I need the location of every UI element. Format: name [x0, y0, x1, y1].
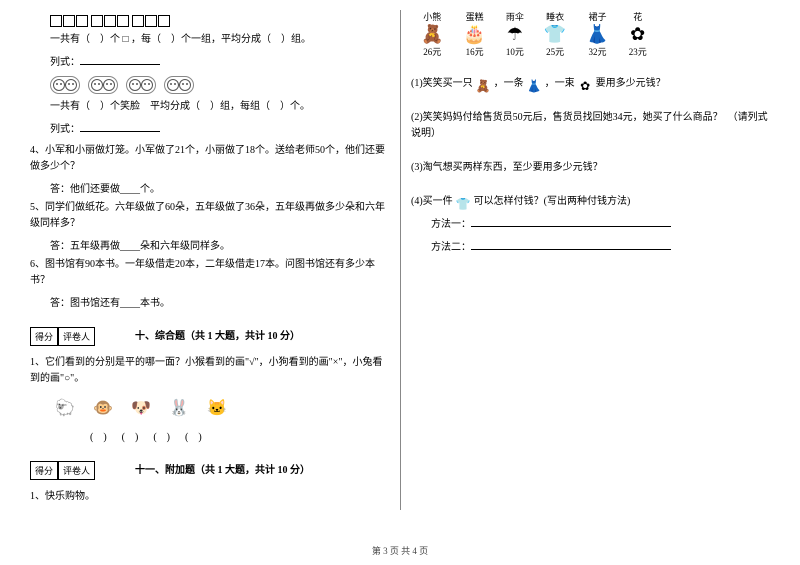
inline-bear-icon: 🧸	[475, 77, 491, 91]
q-faces-formula: 列式：	[50, 120, 370, 138]
shop-q2: (2)笑笑妈妈付给售货员50元后，售货员找回她34元，她买了什么商品？ （请列式…	[411, 110, 770, 142]
item-name: 蛋糕	[463, 10, 485, 23]
q4: 4、小军和小丽做灯笼。小军做了21个，小丽做了18个。送给老师50个，他们还要做…	[30, 143, 390, 175]
q1-b: ，一条	[494, 78, 524, 89]
reviewer-label2: 评卷人	[58, 461, 95, 480]
item-price: 23元	[629, 45, 647, 58]
animal-blanks: ( ) ( ) ( ) ( )	[90, 428, 330, 443]
inline-pajama-icon: 👕	[455, 195, 471, 209]
q-boxes-formula: 列式：	[50, 53, 370, 71]
score-label: 得分	[30, 327, 58, 346]
animal-icons: 🐑 🐵 🐶 🐰 🐱	[50, 395, 370, 420]
q1-a: (1)笑笑买一只	[411, 78, 473, 89]
item-price: 10元	[506, 45, 524, 58]
shop-items: 小熊 🧸 26元 蛋糕 🎂 16元 雨伞 ☂ 10元 睡衣 👕 25元 裙子	[421, 10, 760, 58]
method2-label: 方法二：	[431, 242, 471, 253]
cake-icon: 🎂	[463, 23, 485, 45]
monkey-icon: 🐵	[88, 395, 118, 420]
q4-answer: 答：他们还要做____个。	[50, 180, 370, 195]
shop-item-bear: 小熊 🧸 26元	[421, 10, 443, 58]
right-column: 小熊 🧸 26元 蛋糕 🎂 16元 雨伞 ☂ 10元 睡衣 👕 25元 裙子	[400, 10, 770, 510]
section-10-title: 十、综合题（共 1 大题，共计 10 分）	[135, 327, 300, 342]
face-groups	[50, 76, 370, 94]
q-boxes-text: 一共有（ ）个 □ ，每（ ）个一组，平均分成（ ）组。	[50, 32, 370, 48]
method2: 方法二：	[431, 238, 750, 256]
score-label2: 得分	[30, 461, 58, 480]
q1-c: ，一束	[545, 78, 575, 89]
item-price: 26元	[421, 45, 443, 58]
method1: 方法一：	[431, 215, 750, 233]
q5: 5、同学们做纸花。六年级做了60朵，五年级做了36朵，五年级再做多少朵和六年级同…	[30, 200, 390, 232]
blank-2: ( )	[122, 428, 139, 443]
q10-1: 1、它们看到的分别是平的哪一面？小猴看到的画"√"，小狗看到的画"×"，小兔看到…	[30, 355, 390, 387]
section-11-title: 十一、附加题（共 1 大题，共计 10 分）	[135, 461, 310, 476]
q6-answer: 答：图书馆还有____本书。	[50, 294, 370, 309]
dog-icon: 🐶	[126, 395, 156, 420]
formula-label2: 列式：	[50, 124, 80, 135]
q6: 6、图书馆有90本书。一年级借走20本，二年级借走17本。问图书馆还有多少本书？	[30, 257, 390, 289]
umbrella-icon: ☂	[506, 23, 524, 45]
blank-3: ( )	[153, 428, 170, 443]
section-10-header: 得分 评卷人 十、综合题（共 1 大题，共计 10 分）	[30, 319, 390, 350]
q4-a: (4)买一件	[411, 196, 453, 207]
shop-item-cake: 蛋糕 🎂 16元	[463, 10, 485, 58]
q-faces-text: 一共有（ ）个笑脸 平均分成（ ）组，每组（ ）个。	[50, 99, 370, 115]
q4-b: 可以怎样付钱？(写出两种付钱方法)	[474, 196, 631, 207]
item-name: 雨伞	[506, 10, 524, 23]
pajama-icon: 👕	[544, 23, 566, 45]
blank-1: ( )	[90, 428, 107, 443]
q11-1: 1、快乐购物。	[30, 489, 390, 505]
page-footer: 第 3 页 共 4 页	[0, 544, 800, 557]
shop-q4: (4)买一件 👕 可以怎样付钱？(写出两种付钱方法)	[411, 194, 770, 210]
formula-label: 列式：	[50, 57, 80, 68]
flower-icon: ✿	[629, 23, 647, 45]
shop-item-flower: 花 ✿ 23元	[629, 10, 647, 58]
q-boxes-sentence: 一共有（ ）个 □ ，每（ ）个一组，平均分成（ ）组。	[50, 34, 311, 45]
item-price: 32元	[586, 45, 608, 58]
page-container: 一共有（ ）个 □ ，每（ ）个一组，平均分成（ ）组。 列式： 一共有（ ）个…	[0, 0, 800, 520]
skirt-icon: 👗	[586, 23, 608, 45]
bear-icon: 🧸	[421, 23, 443, 45]
q-faces-sentence: 一共有（ ）个笑脸 平均分成（ ）组，每组（ ）个。	[50, 101, 310, 112]
left-column: 一共有（ ）个 □ ，每（ ）个一组，平均分成（ ）组。 列式： 一共有（ ）个…	[30, 10, 400, 510]
sheep-icon: 🐑	[50, 395, 80, 420]
reviewer-label: 评卷人	[58, 327, 95, 346]
blank-4: ( )	[185, 428, 202, 443]
rabbit-icon: 🐰	[164, 395, 194, 420]
item-name: 花	[629, 10, 647, 23]
item-price: 16元	[463, 45, 485, 58]
q5-answer: 答：五年级再做____朵和六年级同样多。	[50, 237, 370, 252]
q1-d: 要用多少元钱？	[596, 78, 666, 89]
item-name: 裙子	[586, 10, 608, 23]
box-groups	[50, 15, 370, 27]
item-price: 25元	[544, 45, 566, 58]
cat-icon: 🐱	[202, 395, 232, 420]
shop-item-pajama: 睡衣 👕 25元	[544, 10, 566, 58]
inline-skirt-icon: 👗	[526, 77, 542, 91]
shop-q3: (3)淘气想买两样东西，至少要用多少元钱？	[411, 160, 770, 176]
method1-label: 方法一：	[431, 219, 471, 230]
section-11-header: 得分 评卷人 十一、附加题（共 1 大题，共计 10 分）	[30, 453, 390, 484]
item-name: 睡衣	[544, 10, 566, 23]
inline-flower-icon: ✿	[577, 77, 593, 91]
shop-q1: (1)笑笑买一只 🧸 ，一条 👗 ，一束 ✿ 要用多少元钱？	[411, 76, 770, 92]
item-name: 小熊	[421, 10, 443, 23]
shop-item-skirt: 裙子 👗 32元	[586, 10, 608, 58]
shop-item-umbrella: 雨伞 ☂ 10元	[506, 10, 524, 58]
